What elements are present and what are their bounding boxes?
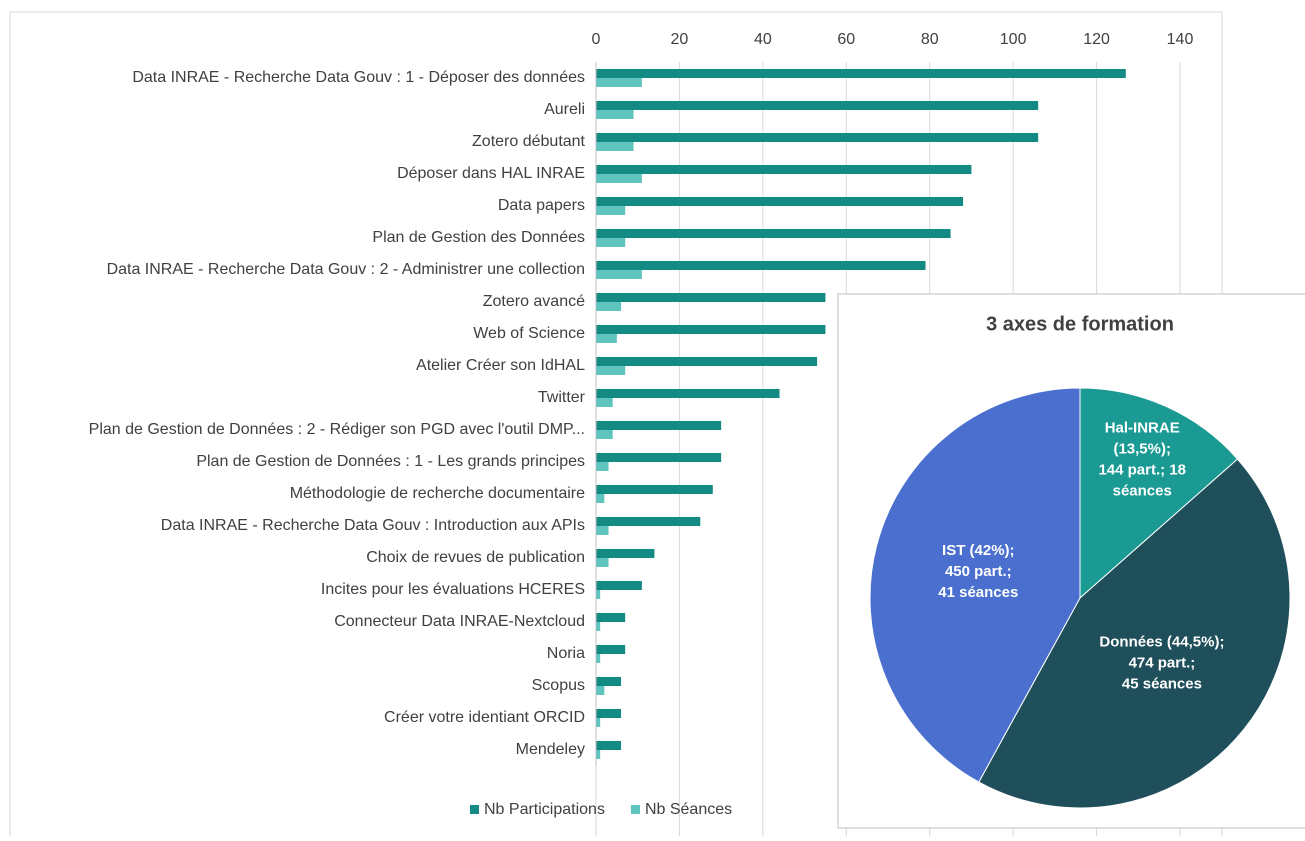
pie-slice xyxy=(978,458,1291,809)
bar xyxy=(596,581,642,590)
bar xyxy=(596,686,605,695)
bar xyxy=(596,750,601,759)
legend-swatch xyxy=(630,805,640,814)
bar xyxy=(596,517,701,526)
slice-label: (13,5%); xyxy=(1113,441,1171,458)
bar xyxy=(596,677,622,686)
bar xyxy=(596,229,951,238)
slice-label: 474 part.; xyxy=(1129,655,1196,672)
slice-label: IST (42%); xyxy=(942,542,1015,559)
x-tick-label: 80 xyxy=(921,31,939,48)
bar xyxy=(596,613,626,622)
bar xyxy=(596,110,634,119)
y-tick-label: Scopus xyxy=(532,677,585,694)
bar xyxy=(596,270,642,279)
bar xyxy=(596,101,1039,110)
bar xyxy=(596,421,722,430)
y-tick-label: Plan de Gestion de Données : 1 - Les gra… xyxy=(196,453,585,470)
slice-label: Données (44,5%); xyxy=(1099,634,1224,651)
bar xyxy=(596,718,601,727)
bar xyxy=(596,453,722,462)
bar xyxy=(596,325,826,334)
bar xyxy=(596,485,713,494)
legend-label: Nb Participations xyxy=(484,801,605,818)
x-tick-label: 100 xyxy=(1000,31,1027,48)
pie-slice xyxy=(1079,387,1239,600)
y-tick-label: Méthodologie de recherche documentaire xyxy=(290,485,585,502)
y-tick-label: Atelier Créer son IdHAL xyxy=(416,357,585,374)
bar xyxy=(596,430,613,439)
bar-chart: 0 20 40 60 80 100 120 140 Data INRAE - Recherche… xyxy=(89,31,1194,836)
x-tick-label: 140 xyxy=(1167,31,1194,48)
bar xyxy=(596,398,613,407)
pie-title: 3 axes de formation xyxy=(986,313,1174,335)
slice-label: 144 part.; 18 xyxy=(1098,462,1186,479)
pie-slice xyxy=(869,387,1081,783)
bar xyxy=(596,709,622,718)
bar xyxy=(596,142,634,151)
y-tick-label: Aureli xyxy=(544,101,585,118)
bar xyxy=(596,69,1126,78)
bar xyxy=(596,197,964,206)
bar xyxy=(596,133,1039,142)
bar xyxy=(596,174,642,183)
y-tick-label: Zotero débutant xyxy=(472,133,586,150)
bar xyxy=(596,462,609,471)
bar xyxy=(596,165,972,174)
x-tick-label: 120 xyxy=(1083,31,1110,48)
x-tick-label: 0 xyxy=(592,31,601,48)
y-tick-label: Data INRAE - Recherche Data Gouv : 2 - A… xyxy=(107,261,585,278)
y-tick-label: Web of Science xyxy=(473,325,585,342)
y-tick-label: Connecteur Data INRAE-Nextcloud xyxy=(334,613,585,630)
bar xyxy=(596,549,655,558)
bar xyxy=(596,302,622,311)
bar xyxy=(596,206,626,215)
slice-label: 41 séances xyxy=(938,584,1018,601)
bar xyxy=(596,526,609,535)
y-tick-label: Incites pour les évaluations HCERES xyxy=(321,581,585,598)
y-tick-label: Plan de Gestion de Données : 2 - Rédiger… xyxy=(89,421,585,438)
y-tick-label: Créer votre identiant ORCID xyxy=(384,709,585,726)
pie-chart: 3 axes de formation Hal-INRAE (13,5%); 144… xyxy=(869,313,1291,809)
y-tick-label: Noria xyxy=(547,645,585,662)
bar xyxy=(596,261,926,270)
bar xyxy=(596,494,605,503)
x-tick-label: 40 xyxy=(754,31,772,48)
bar xyxy=(596,389,780,398)
bar xyxy=(596,741,622,750)
y-tick-label: Mendeley xyxy=(516,741,585,758)
y-tick-label: Data papers xyxy=(498,197,585,214)
slice-label: Hal-INRAE xyxy=(1105,420,1180,437)
y-tick-label: Déposer dans HAL INRAE xyxy=(397,165,585,182)
x-tick-label: 20 xyxy=(671,31,689,48)
bar xyxy=(596,78,642,87)
bar xyxy=(596,622,601,631)
bar xyxy=(596,645,626,654)
legend-swatch xyxy=(470,805,479,814)
slice-label: 45 séances xyxy=(1122,676,1202,693)
bar xyxy=(596,334,617,343)
y-tick-label: Choix de revues de publication xyxy=(366,549,585,566)
y-tick-label: Zotero avancé xyxy=(483,293,585,310)
bar xyxy=(596,558,609,567)
y-tick-label: Data INRAE - Recherche Data Gouv : Intro… xyxy=(161,517,585,534)
bar xyxy=(596,238,626,247)
bar xyxy=(596,654,601,663)
x-tick-label: 60 xyxy=(837,31,855,48)
y-tick-label: Twitter xyxy=(538,389,586,406)
bar xyxy=(596,590,601,599)
bar xyxy=(596,366,626,375)
y-tick-label: Data INRAE - Recherche Data Gouv : 1 - D… xyxy=(132,69,585,86)
legend-label: Nb Séances xyxy=(645,801,732,818)
slice-label: séances xyxy=(1113,483,1172,500)
slice-label: 450 part.; xyxy=(945,563,1012,580)
bar xyxy=(596,293,826,302)
bar xyxy=(596,357,818,366)
y-tick-label: Plan de Gestion des Données xyxy=(372,229,585,246)
